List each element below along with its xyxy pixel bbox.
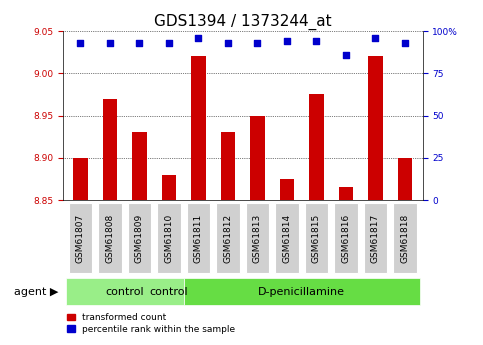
Bar (132, 132, 147, 200)
Bar (157, 203, 181, 273)
Bar (339, 187, 353, 200)
Text: GSM61817: GSM61817 (371, 214, 380, 263)
Bar (305, 203, 328, 273)
Point (224, 40, 232, 46)
Bar (364, 203, 387, 273)
Bar (66, 277, 184, 306)
Text: GSM61808: GSM61808 (105, 214, 114, 263)
Point (313, 38, 320, 44)
Bar (280, 179, 294, 200)
Point (401, 40, 409, 46)
Bar (186, 203, 210, 273)
Text: GSM61816: GSM61816 (341, 214, 351, 263)
Text: GSM61807: GSM61807 (76, 214, 85, 263)
Bar (162, 175, 176, 200)
Bar (334, 203, 358, 273)
Text: control: control (105, 287, 144, 296)
Bar (102, 99, 117, 200)
Text: GSM61813: GSM61813 (253, 214, 262, 263)
Text: GSM61818: GSM61818 (400, 214, 410, 263)
Text: D-penicillamine: D-penicillamine (258, 287, 345, 296)
Point (283, 38, 291, 44)
Bar (221, 132, 235, 200)
Bar (398, 158, 412, 200)
Text: agent ▶: agent ▶ (14, 287, 58, 296)
Text: GSM61810: GSM61810 (165, 214, 173, 263)
Bar (69, 203, 92, 273)
Bar (275, 203, 299, 273)
Point (136, 40, 143, 46)
Text: control: control (150, 287, 188, 296)
Text: GSM61815: GSM61815 (312, 214, 321, 263)
Bar (246, 203, 269, 273)
Text: GSM61811: GSM61811 (194, 214, 203, 263)
Bar (250, 116, 265, 200)
Point (165, 40, 173, 46)
Text: GSM61809: GSM61809 (135, 214, 144, 263)
Bar (309, 95, 324, 200)
Point (254, 40, 261, 46)
Bar (368, 57, 383, 200)
Title: GDS1394 / 1373244_at: GDS1394 / 1373244_at (154, 13, 331, 30)
Bar (98, 203, 122, 273)
Bar (184, 277, 420, 306)
Point (106, 40, 114, 46)
Text: GSM61814: GSM61814 (283, 214, 291, 263)
Bar (128, 203, 151, 273)
Bar (216, 203, 240, 273)
Bar (191, 57, 206, 200)
Point (371, 35, 379, 41)
Point (77, 40, 85, 46)
Bar (73, 158, 88, 200)
Text: GSM61812: GSM61812 (224, 214, 232, 263)
Legend: transformed count, percentile rank within the sample: transformed count, percentile rank withi… (67, 313, 235, 334)
Bar (393, 203, 417, 273)
Point (342, 52, 350, 58)
Point (195, 35, 202, 41)
